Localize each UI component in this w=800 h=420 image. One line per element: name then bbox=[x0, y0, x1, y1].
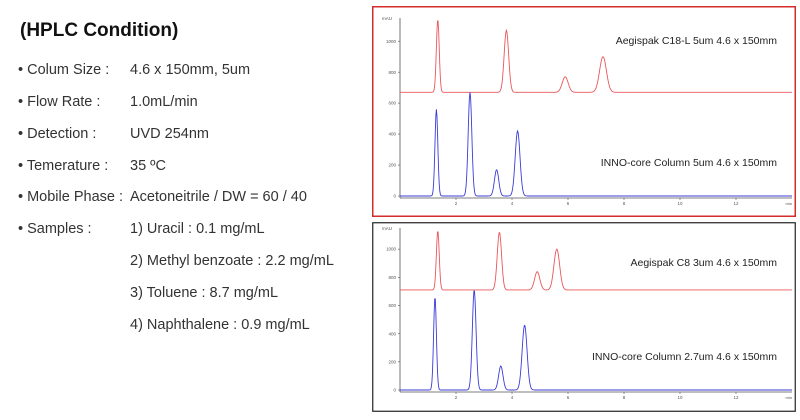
condition-value: 1.0mL/min bbox=[130, 94, 198, 110]
y-tick-label: 400 bbox=[388, 132, 396, 137]
x-tick-label: 4 bbox=[511, 395, 514, 400]
y-tick-label: 800 bbox=[388, 275, 396, 280]
series-label: Aegispak C8 3um 4.6 x 150mm bbox=[631, 257, 778, 269]
sample-item: 2) Methyl benzoate : 2.2 mg/mL bbox=[130, 253, 334, 269]
y-tick-label: 1000 bbox=[386, 39, 397, 44]
condition-temperature: • Temerature : 35 ºC bbox=[18, 158, 166, 174]
series-label: INNO-core Column 5um 4.6 x 150mm bbox=[601, 157, 777, 169]
y-tick-label: 400 bbox=[388, 331, 396, 336]
condition-label: • Temerature : bbox=[18, 158, 109, 174]
x-tick-label: 10 bbox=[677, 201, 683, 206]
condition-label: • Mobile Phase : bbox=[18, 189, 124, 205]
condition-detection: • Detection : UVD 254nm bbox=[18, 126, 209, 142]
y-tick-label: 0 bbox=[393, 388, 396, 393]
condition-samples: • Samples : 1) Uracil : 0.1 mg/mL bbox=[18, 221, 265, 237]
condition-value: 1) Uracil : 0.1 mg/mL bbox=[130, 221, 265, 237]
x-tick-label: 8 bbox=[623, 201, 626, 206]
y-tick-label: 200 bbox=[388, 163, 396, 168]
condition-column-size: • Colum Size : 4.6 x 150mm, 5um bbox=[18, 62, 250, 78]
x-tick-label: 4 bbox=[511, 201, 514, 206]
x-axis-label: min bbox=[786, 201, 792, 206]
y-tick-label: 600 bbox=[388, 101, 396, 106]
series-line-inno-core bbox=[400, 92, 792, 197]
panel-border bbox=[372, 6, 796, 217]
condition-flow-rate: • Flow Rate : 1.0mL/min bbox=[18, 94, 198, 110]
condition-value: UVD 254nm bbox=[130, 126, 209, 142]
series-label: Aegispak C18-L 5um 4.6 x 150mm bbox=[616, 35, 778, 47]
x-tick-label: 12 bbox=[733, 395, 739, 400]
panel-border bbox=[372, 222, 796, 412]
y-tick-label: 600 bbox=[388, 303, 396, 308]
y-tick-label: 1000 bbox=[386, 247, 397, 252]
x-tick-label: 6 bbox=[567, 201, 570, 206]
chromatogram-panel-1: mAU 0 200 400 600 800 1000 2 4 6 8 10 12 min Aegispak … bbox=[372, 6, 796, 217]
condition-label: • Detection : bbox=[18, 126, 97, 142]
condition-mobile-phase: • Mobile Phase : Acetoneitrile / DW = 60 … bbox=[18, 189, 307, 205]
sample-item: 3) Toluene : 8.7 mg/mL bbox=[130, 285, 279, 301]
y-tick-label: 0 bbox=[393, 194, 396, 199]
condition-label: • Samples : bbox=[18, 221, 92, 237]
y-tick-label: 200 bbox=[388, 359, 396, 364]
condition-value: 35 ºC bbox=[130, 158, 166, 174]
y-tick-label: 800 bbox=[388, 70, 396, 75]
y-axis-label: mAU bbox=[382, 226, 392, 231]
y-axis-label: mAU bbox=[382, 16, 392, 21]
x-axis-label: min bbox=[786, 395, 792, 400]
series-line-inno-core bbox=[400, 290, 792, 391]
series-line-reference bbox=[400, 20, 792, 93]
chromatogram-panel-2: mAU 0 200 400 600 800 1000 2 4 6 8 10 12 min Aegispak … bbox=[372, 222, 796, 412]
sample-item: 4) Naphthalene : 0.9 mg/mL bbox=[130, 317, 310, 333]
x-tick-label: 2 bbox=[455, 395, 458, 400]
page-title: (HPLC Condition) bbox=[20, 20, 179, 41]
condition-value: Acetoneitrile / DW = 60 / 40 bbox=[130, 189, 307, 205]
chromatogram-chart-1: mAU 0 200 400 600 800 1000 2 4 6 8 10 12 min Aegispak … bbox=[372, 6, 796, 217]
x-tick-label: 10 bbox=[677, 395, 683, 400]
chromatogram-chart-2: mAU 0 200 400 600 800 1000 2 4 6 8 10 12 min Aegispak … bbox=[372, 222, 796, 412]
x-tick-label: 6 bbox=[567, 395, 570, 400]
condition-label: • Colum Size : bbox=[18, 62, 110, 78]
series-line-reference bbox=[400, 231, 792, 291]
x-tick-label: 12 bbox=[733, 201, 739, 206]
series-label: INNO-core Column 2.7um 4.6 x 150mm bbox=[592, 351, 777, 363]
condition-label: • Flow Rate : bbox=[18, 94, 101, 110]
condition-value: 4.6 x 150mm, 5um bbox=[130, 62, 251, 78]
x-tick-label: 8 bbox=[623, 395, 626, 400]
x-tick-label: 2 bbox=[455, 201, 458, 206]
